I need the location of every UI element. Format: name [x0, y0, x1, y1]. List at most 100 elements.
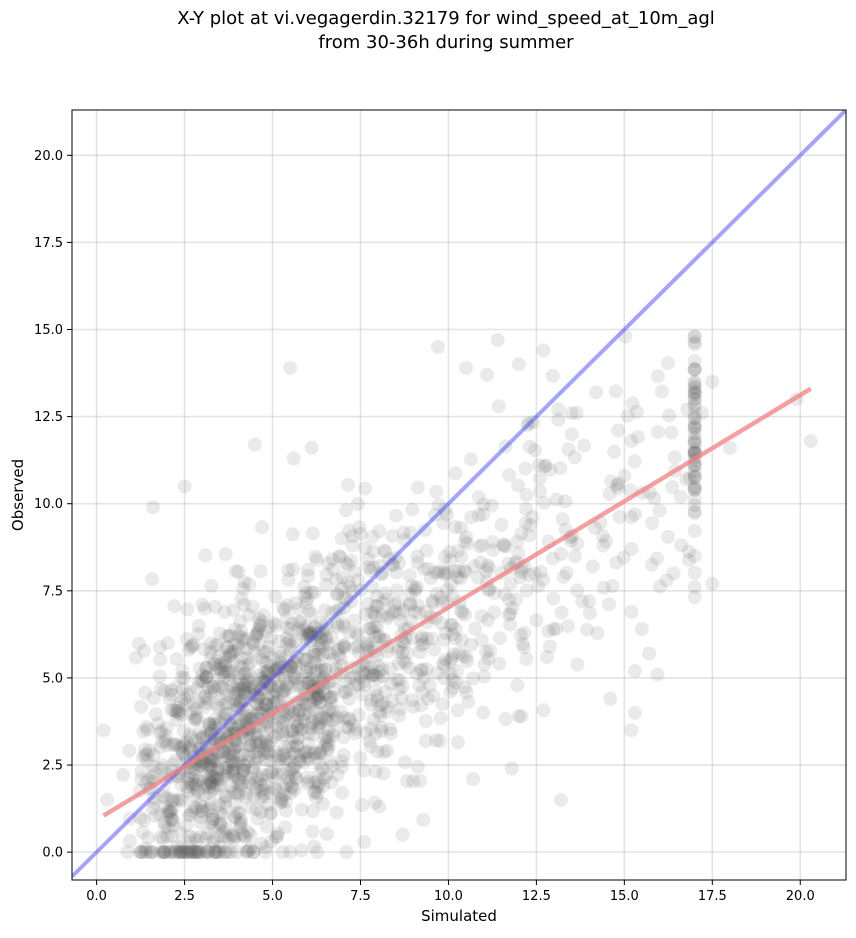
data-point: [390, 672, 404, 687]
data-point: [291, 602, 306, 617]
data-point: [271, 748, 286, 763]
data-point: [218, 706, 233, 721]
data-point: [305, 727, 320, 742]
data-point: [165, 794, 180, 809]
data-point: [264, 834, 279, 849]
data-point: [194, 810, 209, 825]
data-point: [138, 685, 153, 700]
data-point: [157, 683, 172, 698]
data-point: [210, 778, 225, 793]
data-point: [277, 787, 292, 802]
data-point: [164, 703, 179, 718]
data-point: [222, 666, 237, 681]
data-point: [249, 802, 264, 817]
data-point: [384, 726, 398, 741]
data-point: [448, 631, 463, 646]
data-point: [176, 723, 191, 738]
data-point: [221, 664, 236, 679]
data-point: [363, 621, 378, 636]
data-point: [201, 680, 216, 695]
data-point: [425, 595, 440, 610]
data-point: [481, 560, 496, 575]
data-point: [184, 844, 199, 859]
data-point: [307, 745, 322, 760]
data-point: [537, 495, 552, 510]
data-point: [308, 549, 323, 564]
data-point: [342, 579, 357, 594]
data-point: [207, 845, 221, 860]
data-point: [687, 481, 702, 496]
data-point: [531, 579, 546, 594]
data-point: [236, 677, 251, 692]
data-point: [261, 719, 276, 734]
data-point: [502, 592, 517, 607]
data-point: [211, 845, 226, 860]
data-point: [257, 746, 272, 761]
data-point: [224, 845, 239, 860]
data-point: [228, 622, 242, 637]
data-point: [233, 812, 248, 827]
data-point: [570, 583, 585, 598]
data-point: [255, 653, 270, 668]
data-point: [404, 614, 418, 629]
data-point: [206, 834, 221, 849]
data-point: [233, 778, 248, 793]
data-point: [645, 516, 660, 530]
data-point: [218, 829, 233, 844]
data-point: [393, 702, 408, 716]
data-point: [134, 845, 149, 860]
data-point: [408, 581, 423, 596]
data-point: [260, 697, 274, 712]
data-point: [372, 524, 387, 539]
y-tick-label: 0.0: [42, 846, 63, 861]
data-point: [492, 631, 507, 646]
data-point: [335, 754, 349, 769]
data-point: [464, 637, 478, 652]
data-point: [416, 636, 431, 651]
data-point: [533, 564, 548, 579]
data-point: [444, 576, 459, 591]
data-point: [179, 845, 194, 860]
data-point: [307, 839, 322, 854]
data-point: [163, 804, 178, 819]
data-point: [162, 845, 177, 860]
data-point: [319, 567, 334, 582]
data-point: [447, 564, 462, 579]
data-point: [369, 598, 384, 613]
data-point: [277, 712, 292, 727]
data-point: [345, 538, 360, 553]
data-point: [156, 845, 171, 860]
data-point: [333, 549, 347, 564]
data-point: [536, 703, 551, 718]
data-point: [157, 816, 172, 830]
data-point: [454, 633, 469, 648]
data-point: [310, 721, 325, 736]
data-point: [139, 719, 154, 734]
data-point: [514, 565, 529, 580]
data-point: [351, 708, 366, 722]
data-point: [189, 681, 204, 696]
data-point: [363, 697, 378, 712]
data-point: [235, 630, 250, 645]
data-point: [267, 781, 282, 796]
data-point: [291, 707, 306, 722]
data-point: [206, 780, 221, 795]
data-point: [208, 845, 223, 860]
data-point: [536, 572, 551, 587]
data-point: [330, 586, 345, 601]
data-point: [339, 845, 354, 860]
data-point: [654, 384, 669, 399]
data-point: [433, 590, 448, 605]
data-point: [371, 664, 386, 679]
data-point: [299, 619, 313, 634]
data-point: [361, 552, 376, 567]
data-point: [231, 683, 246, 698]
data-point: [647, 491, 662, 506]
data-point: [211, 700, 226, 715]
data-point: [466, 671, 481, 686]
data-point: [603, 691, 618, 706]
data-point: [392, 682, 407, 697]
data-point: [297, 696, 312, 711]
data-point: [503, 617, 518, 632]
data-point: [337, 619, 352, 634]
